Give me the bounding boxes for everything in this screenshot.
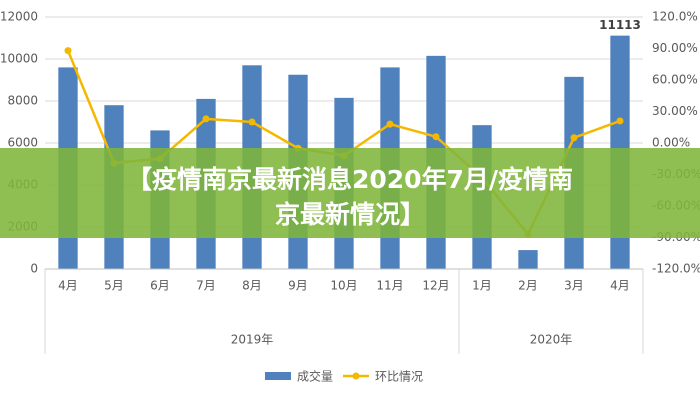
line-marker [386, 120, 394, 128]
y2-tick-label: 0.00% [652, 136, 690, 150]
y-tick-label: 10000 [0, 52, 38, 66]
x-tick-label: 8月 [242, 279, 262, 293]
x-tick-label: 4月 [610, 279, 630, 293]
banner-text: 京最新情况】 [275, 200, 425, 229]
x-tick-label: 2月 [518, 279, 538, 293]
y-tick-label: 0 [30, 262, 38, 276]
line-marker [432, 133, 440, 141]
x-tick-label: 6月 [150, 279, 170, 293]
x-tick-label: 12月 [422, 279, 449, 293]
group-label: 2019年 [231, 333, 274, 347]
line-marker [616, 117, 624, 125]
y2-tick-label: 90.00% [652, 41, 698, 55]
x-tick-label: 10月 [330, 279, 357, 293]
group-label: 2020年 [530, 333, 573, 347]
y2-tick-label: 30.00% [652, 104, 698, 118]
line-marker [202, 115, 210, 123]
y2-tick-label: 60.00% [652, 73, 698, 87]
y-tick-label: 12000 [0, 10, 38, 24]
x-tick-label: 3月 [564, 279, 584, 293]
legend-swatch [352, 372, 360, 380]
x-tick-label: 7月 [196, 279, 216, 293]
x-tick-label: 9月 [288, 279, 308, 293]
y2-tick-label: -120.0% [652, 262, 700, 276]
line-marker [570, 134, 578, 142]
x-tick-label: 1月 [472, 279, 492, 293]
x-tick-label: 5月 [104, 279, 124, 293]
data-label: 11113 [599, 18, 641, 32]
x-tick-label: 11月 [376, 279, 403, 293]
bar [518, 250, 538, 269]
x-tick-label: 4月 [58, 279, 78, 293]
legend-label: 成交量 [297, 369, 333, 384]
y-tick-label: 8000 [7, 94, 38, 108]
y2-tick-label: 120.0% [652, 10, 698, 24]
banner [0, 148, 700, 238]
line-marker [64, 47, 72, 55]
legend-swatch [265, 372, 291, 380]
banner-text: 【疫情南京最新消息2020年7月/疫情南 [127, 165, 573, 194]
y-tick-label: 6000 [7, 136, 38, 150]
legend-label: 环比情况 [375, 370, 423, 384]
line-marker [248, 118, 256, 126]
